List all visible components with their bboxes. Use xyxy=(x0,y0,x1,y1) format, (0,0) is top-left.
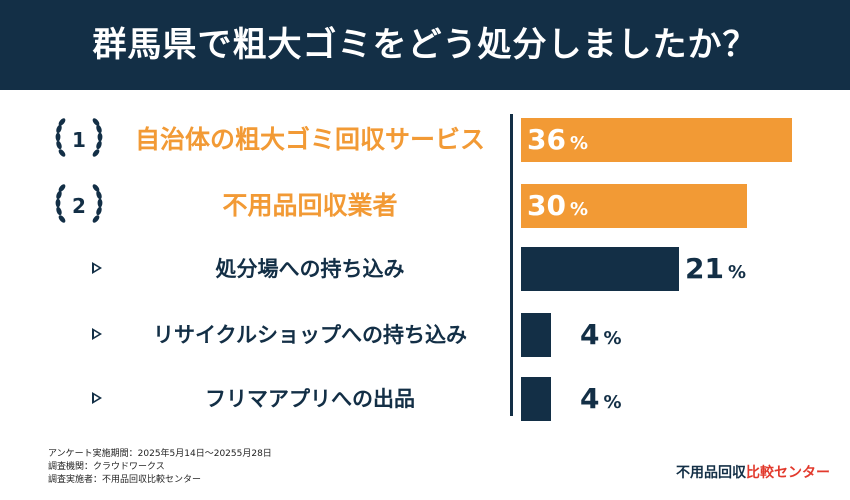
bar xyxy=(521,247,679,291)
chart-title: 群馬県で粗大ゴミをどう処分しましたか？ xyxy=(92,25,758,65)
value-number: 21 xyxy=(685,252,724,285)
rank-laurel-icon: 2 xyxy=(55,184,103,223)
rank-number: 2 xyxy=(72,194,86,218)
rank-laurel-icon: 1 xyxy=(55,118,103,157)
value-unit: % xyxy=(603,392,622,413)
axis-line xyxy=(510,114,513,416)
category-label: 不用品回収業者 xyxy=(222,191,398,220)
value-label: 30% xyxy=(527,184,588,228)
chart-row: フリマアプリへの出品 xyxy=(0,371,850,427)
value-number: 4 xyxy=(580,382,600,415)
title-banner: 群馬県で粗大ゴミをどう処分しましたか？ xyxy=(0,0,850,90)
survey-period: アンケート実施期間：2025年5月14日～20255月28日 xyxy=(48,449,272,459)
category-label: 自治体の粗大ゴミ回収サービス xyxy=(134,125,485,154)
rank-number: 1 xyxy=(72,128,86,152)
value-unit: % xyxy=(569,133,589,154)
brand-main: 不用品回収 xyxy=(676,465,746,481)
survey-notes: アンケート実施期間：2025年5月14日～20255月28日 調査機関：クラウド… xyxy=(48,448,448,487)
chart-row: 処分場への持ち込み xyxy=(0,241,850,297)
chart-row: 2 不用品回収業者 xyxy=(0,178,850,234)
category-label: 処分場への持ち込み xyxy=(215,257,405,281)
value-label: 4% xyxy=(580,377,622,421)
play-icon xyxy=(92,328,102,340)
play-icon xyxy=(92,262,102,274)
category-label: フリマアプリへの出品 xyxy=(205,387,415,411)
survey-implementer: 調査実施者：不用品回収比較センター xyxy=(48,475,202,485)
value-number: 4 xyxy=(580,318,600,351)
value-unit: % xyxy=(569,199,589,220)
value-number: 36 xyxy=(527,123,566,156)
value-label: 4% xyxy=(580,313,622,357)
bar xyxy=(521,184,747,228)
play-icon xyxy=(92,392,102,404)
brand-accent: 比較センター xyxy=(746,465,830,481)
bar xyxy=(521,377,551,421)
chart-row: リサイクルショップへの持ち込み xyxy=(0,307,850,363)
value-unit: % xyxy=(603,328,622,349)
chart-row: 1 自治体の粗大ゴミ回収サービス xyxy=(0,112,850,168)
value-label: 36% xyxy=(527,118,588,162)
survey-org: 調査機関：クラウドワークス xyxy=(48,462,165,472)
value-number: 30 xyxy=(527,189,566,222)
bar xyxy=(521,313,551,357)
value-unit: % xyxy=(727,262,747,283)
bar xyxy=(521,118,792,162)
category-label: リサイクルショップへの持ち込み xyxy=(153,323,467,347)
value-label: 21% xyxy=(685,247,746,291)
brand-logo: 不用品回収比較センター xyxy=(676,462,830,482)
